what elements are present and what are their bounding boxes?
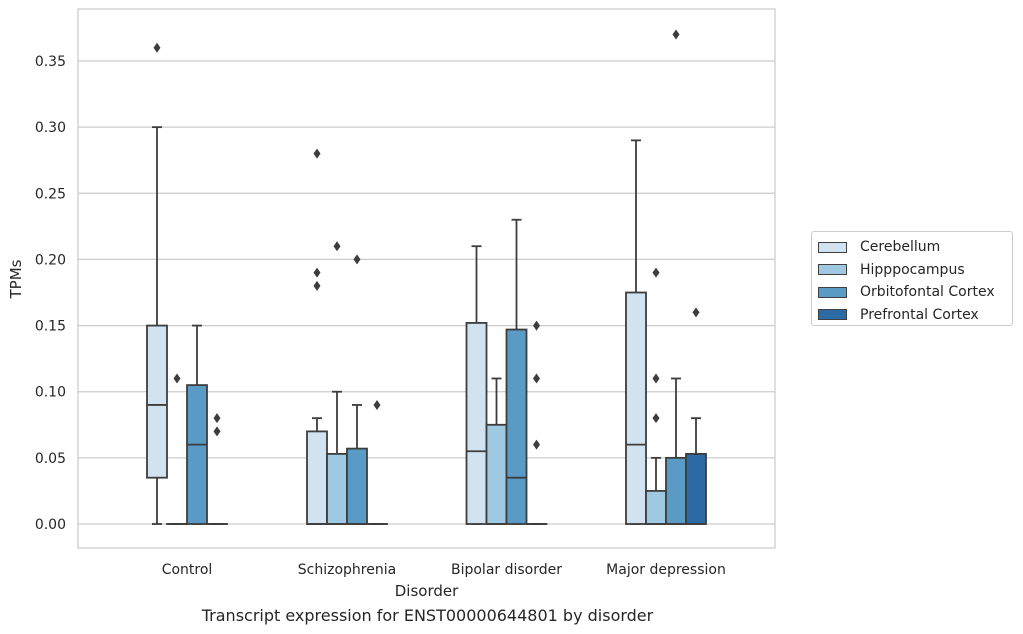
box-major-depression-1 xyxy=(645,267,667,525)
box-body xyxy=(186,384,208,525)
y-tick-label: 0.20 xyxy=(35,252,66,268)
y-tick-label: 0.35 xyxy=(35,54,66,70)
box-body xyxy=(146,324,168,479)
box-schizophrenia-1 xyxy=(326,241,348,525)
figure-caption: Transcript expression for ENST0000064480… xyxy=(201,606,654,625)
y-tick-label: 0.10 xyxy=(35,385,66,401)
axes: 0.00 0.05 0.10 0.15 0.20 0.25 0.30 0.35 Control S… xyxy=(35,54,726,578)
y-tick-label: 0.00 xyxy=(35,517,66,533)
outlier-point xyxy=(313,267,321,278)
y-tick-label: 0.30 xyxy=(35,120,66,136)
box-schizophrenia-3 xyxy=(366,399,388,525)
box-bipolar-disorder-1 xyxy=(485,377,508,525)
legend-swatch-prefrontal-cortex xyxy=(818,309,847,321)
x-tick-label: Control xyxy=(162,562,213,578)
box-control-2 xyxy=(186,324,208,525)
x-tick-label: Major depression xyxy=(606,562,726,578)
box-body xyxy=(465,322,488,525)
y-tick-label: 0.05 xyxy=(35,451,66,467)
outlier-point xyxy=(213,413,221,424)
outlier-point xyxy=(672,29,680,40)
outlier-point xyxy=(153,42,161,53)
outlier-point xyxy=(213,426,221,437)
outlier-point xyxy=(533,373,540,384)
outlier-point xyxy=(373,399,381,410)
outlier-point xyxy=(173,373,181,384)
gridlines xyxy=(78,60,775,525)
y-tick-label: 0.25 xyxy=(35,186,66,202)
box-body xyxy=(685,452,707,525)
legend-item-cerebellum: Cerebellum xyxy=(818,236,1006,259)
legend-label: Orbitofontal Cortex xyxy=(860,284,995,301)
box-major-depression-3 xyxy=(685,307,707,525)
outlier-point xyxy=(313,148,321,159)
legend-label: Prefrontal Cortex xyxy=(860,306,979,323)
box-body xyxy=(485,423,508,525)
legend: Cerebellum Hipppocampus Orbitofontal Cor… xyxy=(811,231,1013,326)
legend-item-prefrontal-cortex: Prefrontal Cortex xyxy=(818,304,1006,327)
x-tick-label: Bipolar disorder xyxy=(451,562,562,578)
box-bipolar-disorder-0 xyxy=(465,245,488,525)
box-major-depression-2 xyxy=(665,29,687,525)
box-body xyxy=(346,447,368,525)
box-control-0 xyxy=(146,42,168,525)
outlier-point xyxy=(692,307,700,318)
outlier-point xyxy=(652,413,660,424)
box-body xyxy=(645,490,667,525)
plot-area-frame xyxy=(77,8,776,549)
y-tick-label: 0.15 xyxy=(35,319,66,335)
legend-label: Cerebellum xyxy=(860,239,941,256)
box-bipolar-disorder-3 xyxy=(525,320,548,525)
legend-swatch-cerebellum xyxy=(818,241,847,253)
box-body xyxy=(625,291,647,525)
legend-label: Hipppocampus xyxy=(860,261,965,278)
box-body xyxy=(306,430,328,525)
y-axis-title: TPMs xyxy=(7,259,25,299)
box-schizophrenia-2 xyxy=(346,254,368,525)
outlier-point xyxy=(533,439,540,450)
box-bipolar-disorder-2 xyxy=(505,218,528,525)
box-control-3 xyxy=(206,413,228,525)
outlier-point xyxy=(313,280,321,291)
outlier-point xyxy=(652,373,660,384)
box-body xyxy=(665,456,687,525)
x-axis-title: Disorder xyxy=(395,582,459,600)
legend-item-hippocampus: Hipppocampus xyxy=(818,259,1006,282)
box-schizophrenia-0 xyxy=(306,148,328,525)
box-plot-marks xyxy=(146,29,707,525)
box-body xyxy=(326,452,348,525)
outlier-point xyxy=(333,241,341,252)
outlier-point xyxy=(652,267,660,278)
box-control-1 xyxy=(166,373,188,525)
outlier-point xyxy=(533,320,540,331)
outlier-point xyxy=(353,254,361,265)
box-body xyxy=(505,328,528,525)
legend-swatch-hippocampus xyxy=(818,264,847,276)
box-major-depression-0 xyxy=(625,139,647,525)
x-tick-label: Schizophrenia xyxy=(298,562,396,578)
legend-item-orbitofrontal-cortex: Orbitofontal Cortex xyxy=(818,281,1006,304)
legend-swatch-orbitofrontal-cortex xyxy=(818,286,847,298)
